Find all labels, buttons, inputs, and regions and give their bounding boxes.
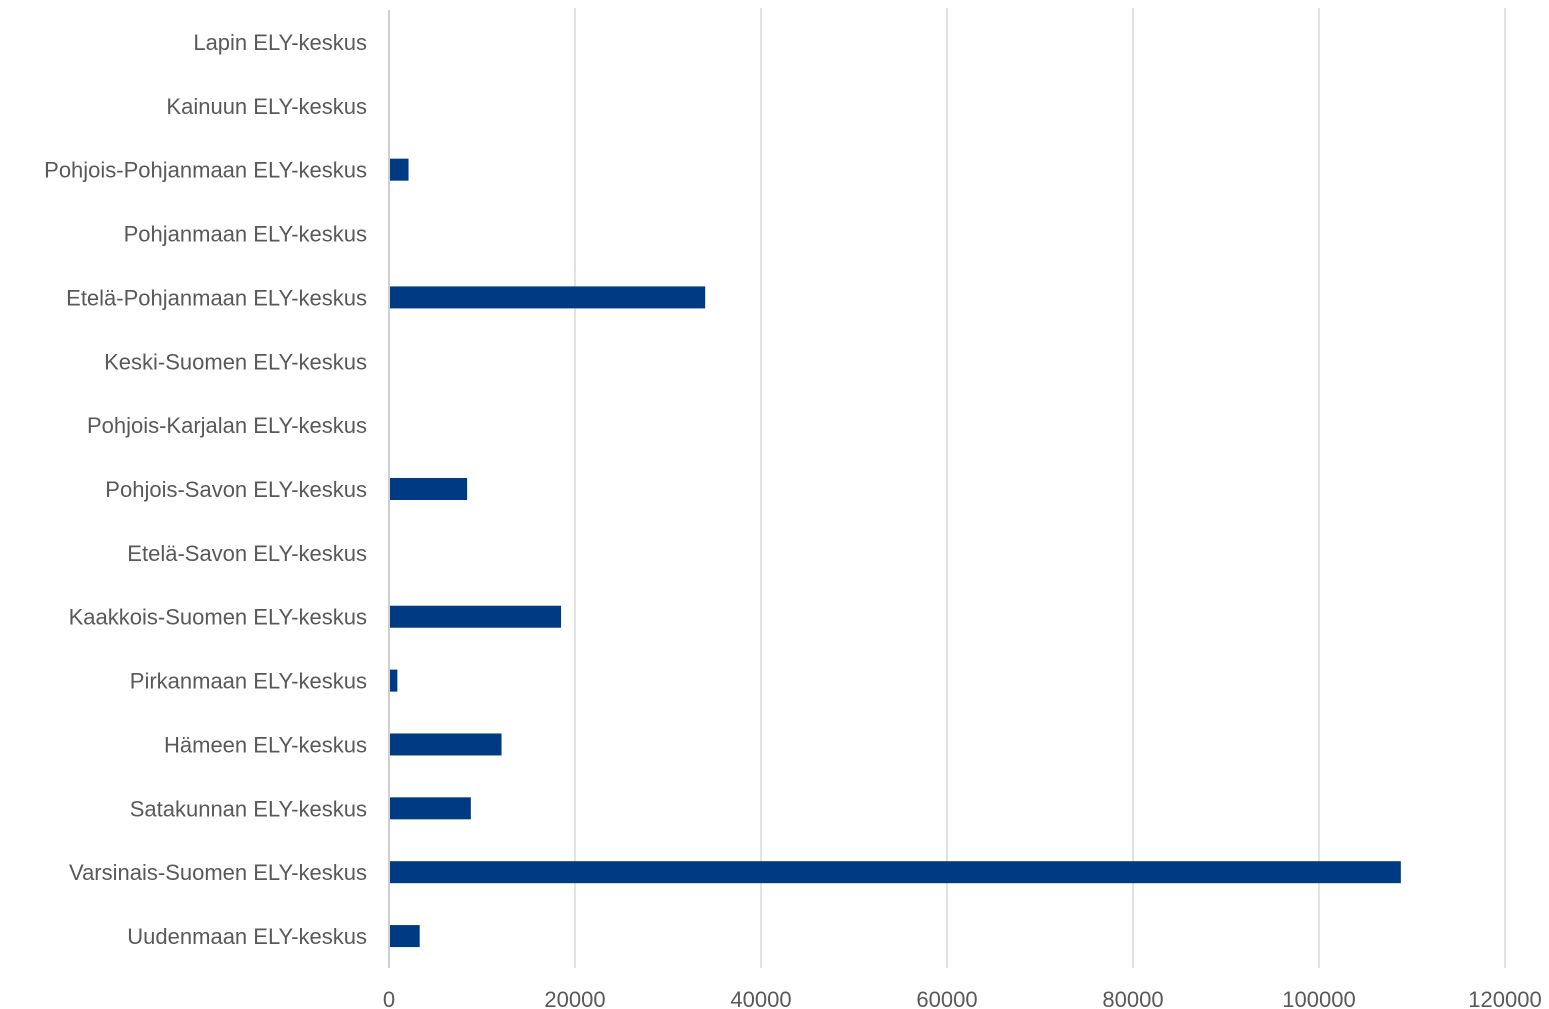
category-label: Kainuun ELY-keskus [166,94,367,119]
category-label: Etelä-Savon ELY-keskus [127,541,367,566]
x-tick-label: 100000 [1282,987,1355,1009]
category-label: Satakunnan ELY-keskus [130,796,367,821]
x-tick-label: 40000 [730,987,791,1009]
x-tick-label: 0 [383,987,395,1009]
bar [390,797,471,820]
category-label: Pohjois-Pohjanmaan ELY-keskus [44,158,367,183]
category-label: Uudenmaan ELY-keskus [127,924,367,949]
category-label: Pohjois-Savon ELY-keskus [105,477,367,502]
category-label: Kaakkois-Suomen ELY-keskus [69,605,367,630]
category-label: Pirkanmaan ELY-keskus [130,669,367,694]
category-label: Pohjois-Karjalan ELY-keskus [87,413,367,438]
category-label: Pohjanmaan ELY-keskus [124,222,367,247]
x-tick-label: 60000 [916,987,977,1009]
bar [390,733,502,756]
bar [390,861,1401,884]
x-tick-label: 80000 [1102,987,1163,1009]
category-label: Etelä-Pohjanmaan ELY-keskus [66,285,367,310]
category-label: Varsinais-Suomen ELY-keskus [69,860,367,885]
category-label: Keski-Suomen ELY-keskus [104,349,367,374]
category-labels: Lapin ELY-keskus Kainuun ELY-keskus Pohjoi… [44,30,367,949]
x-tick-label: 20000 [544,987,605,1009]
bar [390,478,468,500]
category-label: Hämeen ELY-keskus [164,732,367,757]
bar [390,669,398,692]
category-label: Lapin ELY-keskus [193,30,367,55]
x-tick-labels: 0 20000 40000 60000 80000 100000 120000 [383,987,1542,1009]
bar [390,925,420,948]
bars [390,158,1401,948]
x-tick-label: 120000 [1468,987,1541,1009]
bar [390,158,409,181]
gridlines [574,8,1506,968]
bar [390,286,706,309]
bar [390,605,562,628]
